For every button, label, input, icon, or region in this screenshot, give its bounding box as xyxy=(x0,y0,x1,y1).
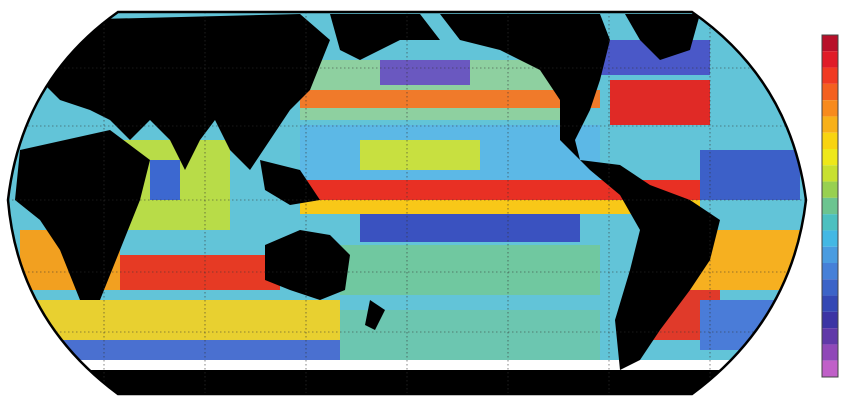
colorbar-swatch xyxy=(822,181,838,198)
colorbar-swatch xyxy=(822,116,838,133)
colorbar-swatch xyxy=(822,197,838,215)
colorbar-swatch xyxy=(822,149,838,166)
colorbar-swatch xyxy=(822,132,838,149)
colorbar-swatch xyxy=(822,214,838,231)
colorbar-swatch xyxy=(822,360,838,377)
colorbar-swatch xyxy=(822,344,838,361)
colorbar-swatch xyxy=(822,165,838,182)
colorbar-swatch xyxy=(822,263,838,280)
colorbar-swatch xyxy=(822,230,838,247)
colorbar-swatch xyxy=(822,295,838,312)
colorbar-swatch xyxy=(822,279,838,296)
colorbar-swatch xyxy=(822,100,838,117)
colorbar-swatch xyxy=(822,83,838,101)
colorbar-swatch xyxy=(822,35,838,52)
colorbar xyxy=(821,34,839,378)
colorbar-swatch xyxy=(822,51,838,68)
colorbar-swatch xyxy=(822,311,838,329)
colorbar-swatch xyxy=(822,246,838,263)
colorbar-swatch xyxy=(822,328,838,345)
map-border xyxy=(6,10,808,396)
colorbar-swatch xyxy=(822,67,838,84)
land xyxy=(8,14,806,394)
colorbar-frame xyxy=(821,34,839,378)
